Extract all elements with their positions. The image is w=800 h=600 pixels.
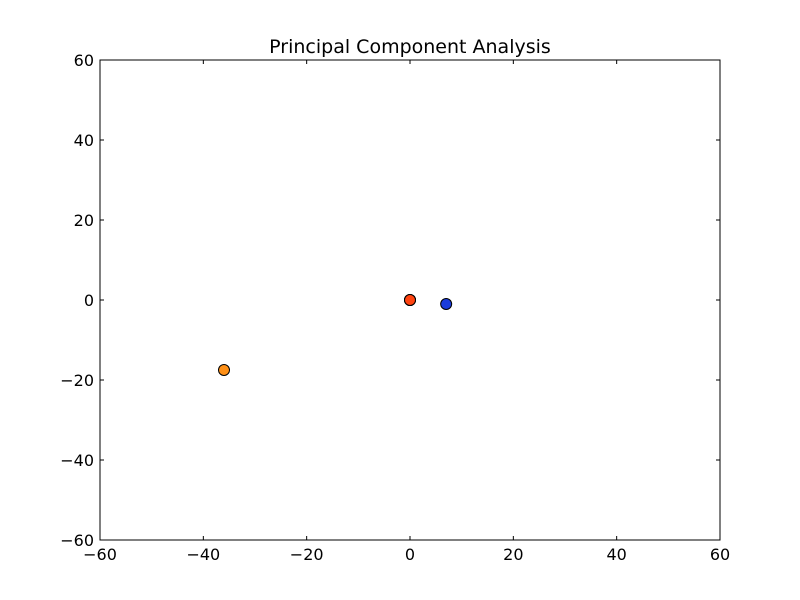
plot-frame <box>99 59 721 541</box>
y-tick-label: −40 <box>60 451 94 470</box>
scatter-point <box>404 294 416 306</box>
axis-tick-labels: −60 −40 −20 0 20 40 60 −60 −40 −20 0 20 40 60 <box>60 51 730 564</box>
x-tick-label: 60 <box>710 545 730 564</box>
y-tick-label: 40 <box>74 131 94 150</box>
scatter-point <box>218 364 230 376</box>
y-tick-label: −20 <box>60 371 94 390</box>
x-tick-label: 0 <box>405 545 415 564</box>
data-points <box>218 294 453 376</box>
x-tick-label: 20 <box>503 545 523 564</box>
y-tick-label: −60 <box>60 531 94 550</box>
scatter-point <box>440 298 453 310</box>
y-tick-label: 60 <box>74 51 94 70</box>
chart-title: Principal Component Analysis <box>269 36 551 58</box>
x-tick-label: −20 <box>290 545 324 564</box>
y-tick-label: 0 <box>84 291 94 310</box>
x-tick-label: 40 <box>606 545 626 564</box>
x-tick-label: −60 <box>83 545 117 564</box>
x-tick-label: −40 <box>186 545 220 564</box>
y-tick-label: 20 <box>74 211 94 230</box>
